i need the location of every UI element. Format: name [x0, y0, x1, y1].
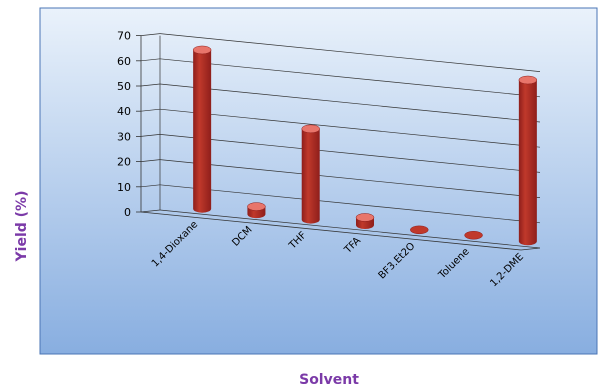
side-gridline: [140, 209, 161, 213]
side-gridline: [140, 159, 161, 162]
back-gridline: [159, 184, 541, 224]
y-tick-label: 0: [124, 206, 131, 219]
side-gridline: [140, 134, 161, 137]
y-axis-title: Yield (%): [14, 191, 30, 263]
y-tick-label: 20: [117, 156, 131, 169]
bar-cylinder-top: [518, 75, 538, 85]
bars: [192, 45, 538, 246]
y-tick-label: 40: [117, 105, 131, 118]
bar: [464, 231, 483, 240]
y-axis-ticks: 0 10 20 30 40 50 60 70: [117, 30, 141, 219]
bar-cylinder-top: [301, 124, 320, 134]
bar: [355, 213, 375, 229]
back-gridline: [159, 83, 541, 123]
side-gridline: [140, 33, 161, 36]
side-gridline: [140, 108, 161, 112]
y-tick-label: 50: [117, 80, 131, 93]
bar-cylinder-top: [247, 202, 266, 211]
y-tick-label: 70: [117, 30, 131, 43]
bar: [518, 75, 538, 246]
back-gridline: [159, 159, 541, 198]
y-tick-label: 10: [117, 181, 131, 194]
back-gridline: [159, 33, 541, 72]
bar-cylinder-top: [192, 45, 212, 55]
back-gridline: [159, 209, 541, 249]
bar: [247, 202, 266, 219]
bar-cylinder-body: [518, 80, 537, 246]
bar-cylinder-body: [193, 49, 212, 213]
x-axis-line: [140, 211, 522, 251]
y-tick-label: 30: [117, 130, 131, 143]
side-gridline: [140, 58, 161, 62]
bar-cylinder-top: [355, 213, 375, 222]
floor-right-edge: [520, 247, 541, 251]
bar-cylinder-top: [410, 225, 429, 235]
y-tick-label: 60: [117, 55, 131, 68]
bar-cylinder-top: [464, 231, 483, 240]
x-axis-title: Solvent: [299, 372, 359, 388]
gridlines: [140, 33, 541, 251]
back-gridline: [159, 108, 541, 148]
back-gridline: [159, 58, 541, 98]
side-gridline: [140, 184, 161, 188]
bar: [301, 124, 320, 224]
back-gridline: [159, 134, 541, 173]
side-gridline: [140, 83, 161, 87]
bar: [192, 45, 212, 213]
bar: [410, 225, 429, 235]
bar-cylinder-body: [301, 128, 320, 224]
